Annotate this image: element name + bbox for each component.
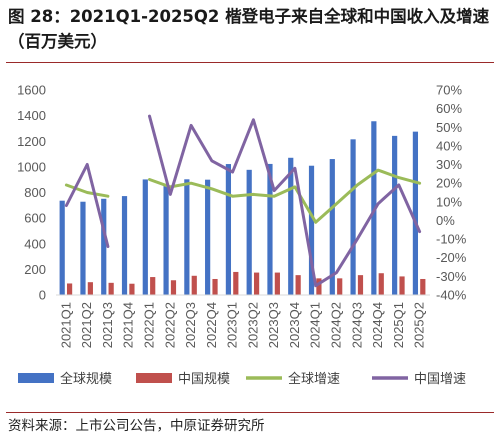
right-axis-tick-label: -40% [436,288,467,303]
x-axis-tick-label: 2025Q2 [412,302,427,348]
x-axis-tick-label: 2024Q3 [349,302,364,348]
x-axis-tick-label: 2024Q1 [308,302,323,348]
source-note: 资料来源：上市公司公告，中原证券研究所 [8,418,265,434]
x-axis-tick-label: 2021Q3 [100,302,115,348]
left-axis-tick-label: 1400 [17,108,46,123]
x-axis-tick-label: 2022Q1 [142,302,157,348]
bar-china [170,280,177,295]
line-china-growth [64,163,110,248]
title-rule [6,62,494,63]
right-axis-tick-label: -30% [436,269,467,284]
x-axis-tick-label: 2025Q1 [391,302,406,348]
left-axis-tick-label: 200 [24,262,46,277]
right-axis-tick-label: 0% [436,213,455,228]
legend-swatch [18,373,54,383]
bar-global [163,185,169,295]
bar-global [267,163,273,295]
bar-china [274,272,280,295]
bar-china [66,283,73,295]
right-axis-tick-label: 30% [436,157,462,172]
x-axis-tick-label: 2024Q2 [329,302,344,348]
left-axis-tick-label: 800 [24,185,46,200]
line-global-growth [64,183,110,198]
x-axis-tick-label: 2022Q4 [204,302,219,348]
line-global-growth [148,168,422,224]
left-axis-ticks: 0 200 400 600 800 1000 1200 1400 1600 [17,83,46,303]
bar-global [121,196,128,295]
right-axis-tick-label: -10% [436,232,467,247]
bar-global [80,201,86,295]
bar-global [225,164,232,295]
bar-global [205,179,211,295]
bar-global [288,157,294,295]
legend-label: 全球增速 [288,371,340,387]
bar-global [59,200,65,295]
right-axis-ticks: -40% -30% -20% -10% 0% 10% 20% 30% 40% 50% 60% 70% [436,83,467,303]
right-axis-tick-label: 70% [436,83,462,98]
bar-china [420,278,426,295]
right-axis-tick-label: 10% [436,194,462,209]
bar-china [337,278,343,295]
x-axis-tick-label: 2023Q3 [266,302,281,348]
bar-global [329,159,335,295]
bar-global [350,139,356,295]
right-axis-tick-label: 40% [436,138,462,153]
bar-global [412,131,419,295]
bar-china [378,273,384,295]
left-axis-tick-label: 1000 [17,159,46,174]
x-axis-tick-label: 2023Q2 [245,302,260,348]
legend-swatch [136,373,172,383]
x-axis-tick-label: 2022Q2 [162,302,177,348]
legend-label: 中国增速 [414,372,466,387]
left-axis-tick-label: 600 [24,211,46,226]
left-axis-tick-label: 400 [24,236,46,251]
x-axis-tick-label: 2023Q4 [287,302,302,348]
legend-label: 全球规模 [60,371,112,387]
legend: 全球规模 中国规模 全球增速 中国增速 [18,371,466,387]
bar-china [212,278,218,295]
x-axis-tick-label: 2023Q1 [225,302,240,348]
right-axis-tick-label: 50% [436,120,462,135]
bar-global [308,165,315,295]
bar-global [184,179,190,295]
right-axis-tick-label: 20% [436,176,462,191]
bar-china [316,278,322,295]
bar-global [142,179,148,295]
chart-title: 图 28：2021Q1-2025Q2 楷登电子来自全球和中国收入及增速（百万美元… [8,7,490,51]
x-axis-tick-label: 2021Q1 [58,302,73,348]
bar-global [246,169,252,295]
x-axis-tick-label: 2022Q3 [183,302,198,348]
source-rule [6,412,494,413]
bar-china [253,272,260,295]
bar-china [233,271,239,295]
bar-china [108,282,114,295]
left-axis-tick-label: 1600 [17,83,46,98]
left-axis-tick-label: 0 [39,288,46,303]
right-axis-tick-label: -20% [436,250,467,265]
x-axis-tick-label: 2024Q4 [370,302,385,348]
bar-china [150,277,156,295]
x-axis-tick-label: 2021Q4 [121,302,136,348]
legend-label: 中国规模 [178,372,230,387]
bar-china [357,275,364,295]
x-axis-ticks: 2021Q1 2021Q2 2021Q3 2021Q4 2022Q1 2022Q2 2022… [58,302,426,348]
bar-china [129,283,135,295]
bar-global [392,135,398,295]
bar-china [399,276,405,295]
bar-china [191,275,197,295]
line-china-growth [148,114,422,288]
x-axis-tick-label: 2021Q2 [79,302,94,348]
bar-china [87,282,93,295]
right-axis-tick-label: 60% [436,101,462,116]
bar-global [101,198,107,295]
left-axis-tick-label: 1200 [17,134,46,149]
bar-china [295,275,301,295]
line-series [64,114,422,288]
